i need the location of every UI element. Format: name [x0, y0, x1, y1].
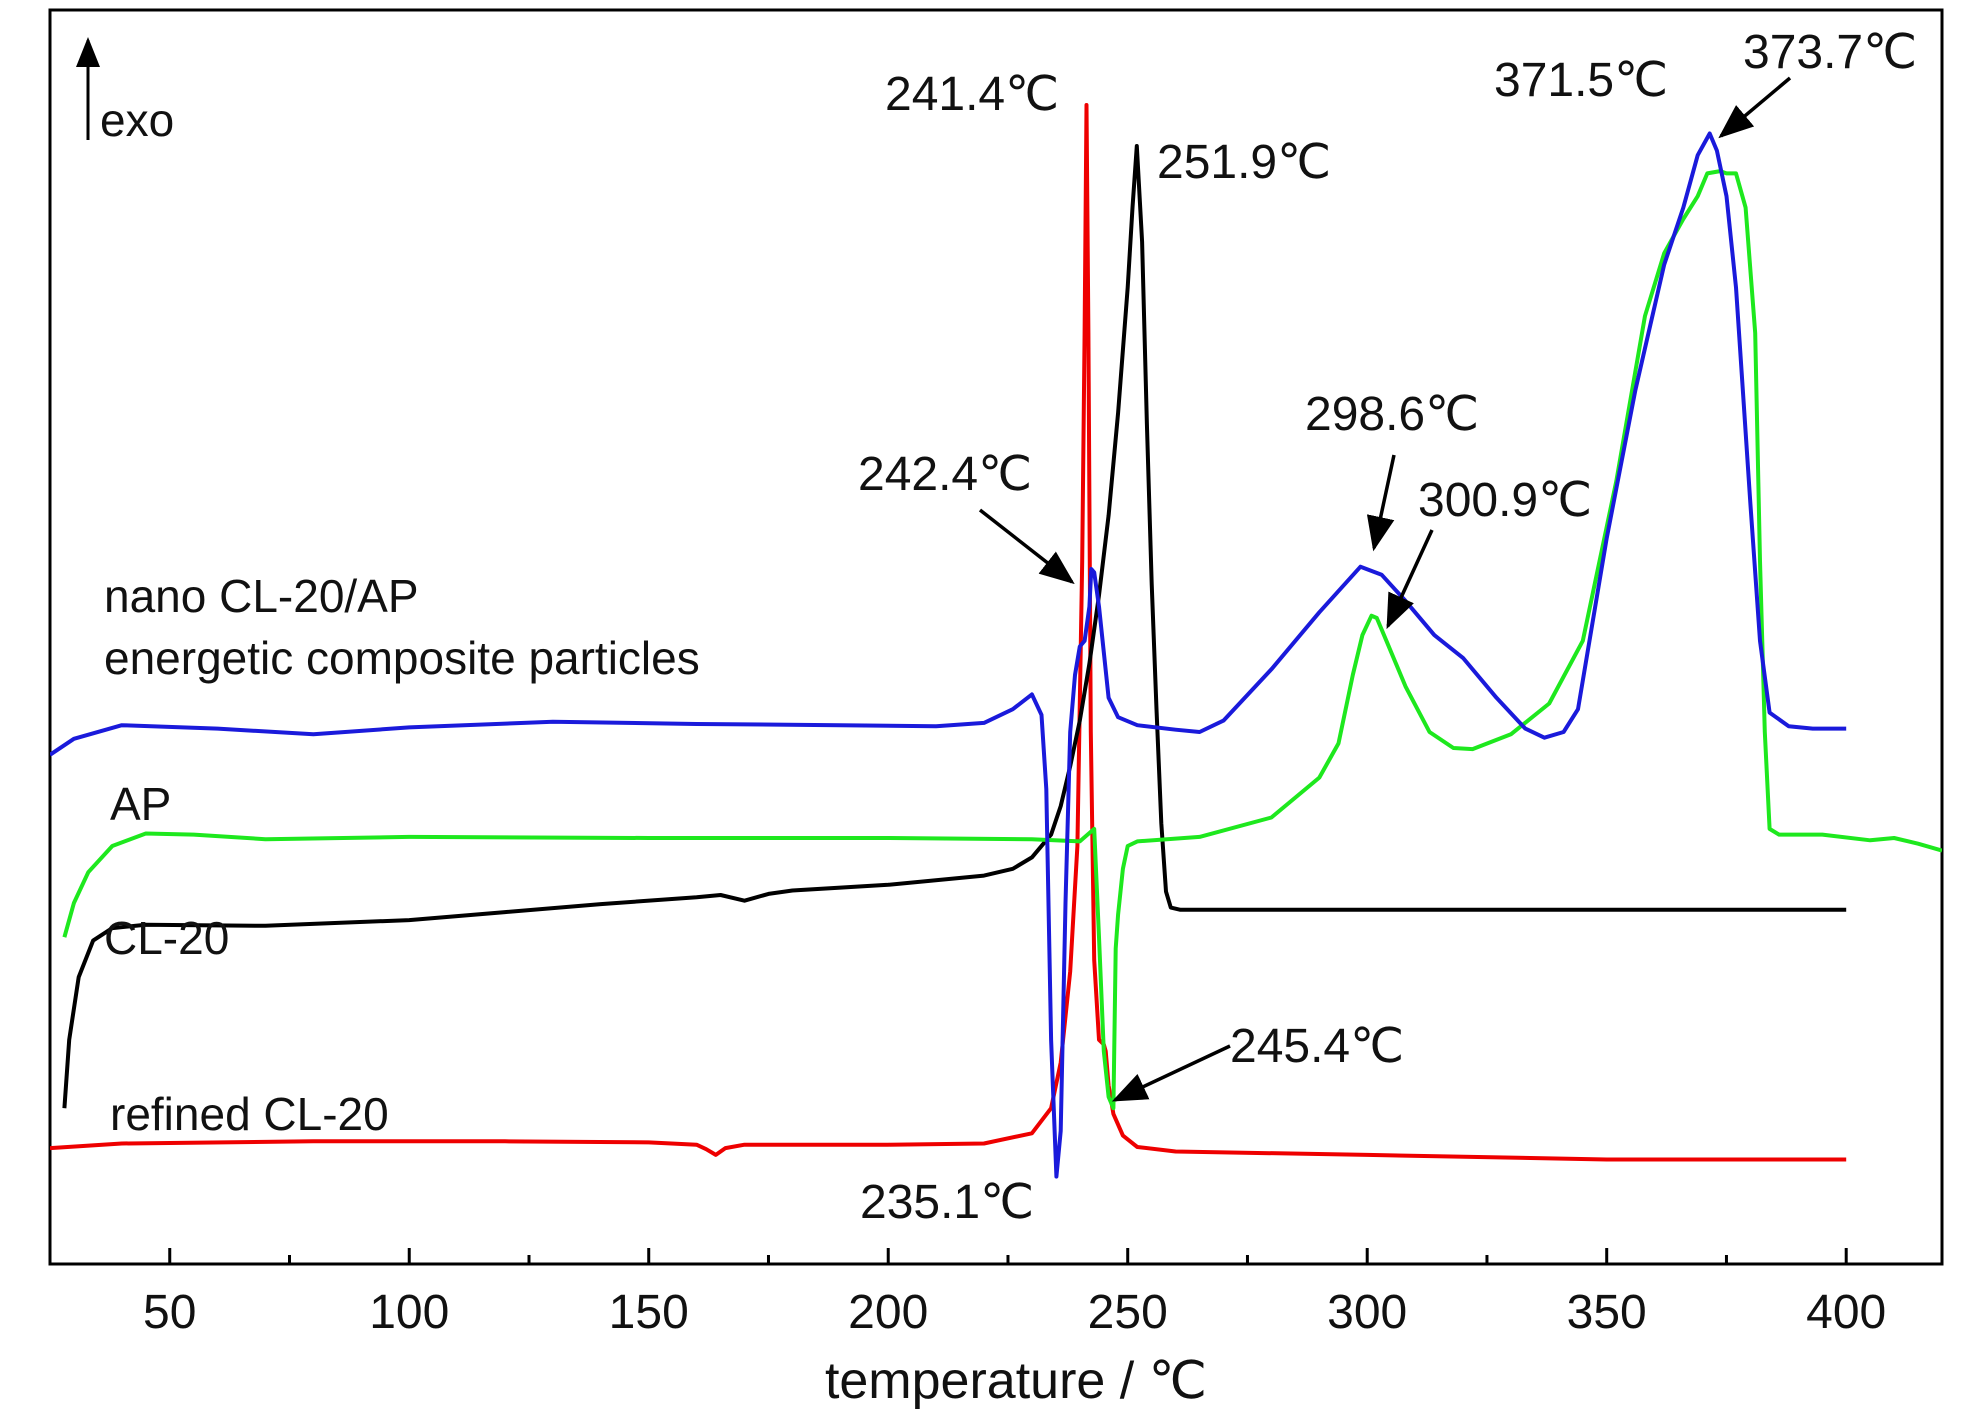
exo-label: exo [100, 94, 174, 146]
series-line-2 [64, 146, 1846, 1108]
peak-arrow [1115, 1046, 1230, 1100]
series-label: AP [110, 778, 171, 830]
peak-arrow [1721, 78, 1790, 136]
series-label: nano CL-20/AP [104, 570, 419, 622]
x-tick-label: 250 [1088, 1286, 1168, 1339]
x-axis: 50 100 150 200 250 300 350 400 [143, 1248, 1886, 1339]
peak-label: 241.4℃ [885, 68, 1059, 121]
x-tick-label: 50 [143, 1286, 196, 1339]
peak-label: 245.4℃ [1230, 1020, 1404, 1073]
peak-label: 235.1℃ [860, 1176, 1034, 1229]
peak-arrow [1388, 530, 1432, 626]
peak-arrow [1374, 455, 1394, 548]
x-tick-label: 300 [1327, 1286, 1407, 1339]
peak-label: 373.7℃ [1743, 26, 1917, 79]
peak-label: 242.4℃ [858, 448, 1032, 501]
x-tick-label: 400 [1806, 1286, 1886, 1339]
peak-label: 298.6℃ [1305, 388, 1479, 441]
exo-indicator: exo [88, 40, 174, 146]
peak-label: 251.9℃ [1157, 136, 1331, 189]
peak-arrow [980, 510, 1072, 582]
series-labels: nano CL-20/AP energetic composite particl… [104, 570, 700, 1140]
peak-label: 300.9℃ [1418, 474, 1592, 527]
x-axis-title: temperature / ℃ [825, 1352, 1207, 1410]
series-label: refined CL-20 [110, 1088, 389, 1140]
peak-label: 371.5℃ [1494, 54, 1668, 107]
x-tick-label: 200 [848, 1286, 928, 1339]
x-tick-label: 150 [609, 1286, 689, 1339]
dsc-chart: 50 100 150 200 250 300 350 400 nano CL-20/AP ene… [0, 0, 1984, 1417]
series-label: energetic composite particles [104, 632, 700, 684]
x-tick-label: 350 [1567, 1286, 1647, 1339]
series-label: CL-20 [104, 912, 229, 964]
x-tick-label: 100 [369, 1286, 449, 1339]
